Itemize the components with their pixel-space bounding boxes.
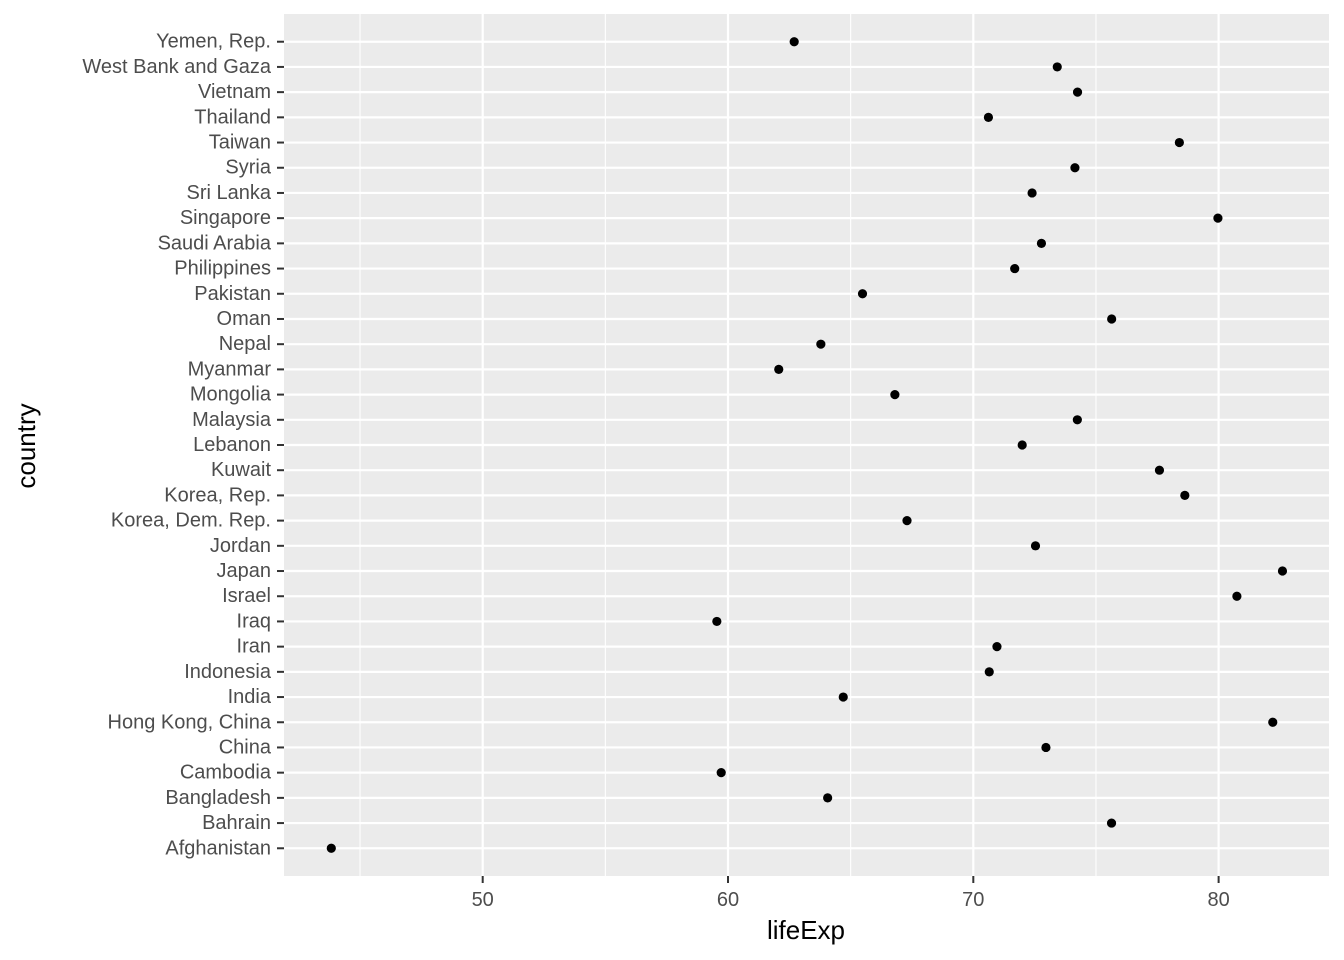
y-tick-label: Syria [225,157,271,179]
data-point [1154,465,1165,475]
y-tick-label: Taiwan [209,132,271,154]
y-tick-label: Jordan [210,535,271,557]
data-point [1010,263,1020,274]
x-axis-title: lifeExp [767,915,845,945]
data-point [1232,591,1242,601]
data-point [1106,818,1117,828]
data-point [774,364,784,374]
x-tick-label: 70 [962,889,984,911]
data-point [838,692,848,702]
y-tick-label: Iraq [237,610,271,632]
x-tick-label: 50 [472,889,494,911]
data-point [816,339,826,349]
y-axis: Afghanistan Bahrain Bangladesh Cambodia Chin… [82,31,284,859]
x-tick-label: 60 [717,889,739,911]
y-tick-label: India [228,686,272,708]
data-point [1027,188,1037,198]
data-point [823,793,833,803]
y-tick-label: Yemen, Rep. [156,31,271,53]
y-tick-label: Philippines [174,258,271,280]
y-tick-label: Hong Kong, China [108,711,272,733]
data-point [1036,238,1047,248]
data-point [326,843,336,853]
data-point [1213,213,1223,223]
data-point [1072,87,1083,97]
y-tick-label: China [219,736,272,758]
y-tick-label: Mongolia [190,384,272,406]
y-tick-label: Korea, Dem. Rep. [111,510,271,532]
data-point [890,389,900,400]
data-point [902,516,912,526]
y-tick-label: Thailand [194,106,271,128]
data-point [1277,566,1288,576]
x-axis: 50 60 70 80 [472,876,1230,911]
y-tick-label: Bahrain [202,812,271,834]
data-point [1070,163,1080,173]
y-tick-label: Malaysia [192,409,272,431]
data-point [1041,742,1051,753]
y-tick-label: Kuwait [211,459,271,481]
y-tick-label: Nepal [219,333,271,355]
y-tick-label: Cambodia [180,762,272,784]
data-point [716,768,726,778]
y-tick-label: West Bank and Gaza [82,56,272,78]
y-tick-label: Iran [237,636,271,658]
y-tick-label: Vietnam [198,81,271,103]
y-tick-label: Saudi Arabia [158,232,272,254]
y-tick-label: Korea, Rep. [164,484,271,506]
y-tick-label: Singapore [180,207,271,229]
data-point [789,37,799,47]
data-point [1180,490,1190,501]
data-point [992,642,1002,652]
data-point [1107,314,1117,324]
data-point [1072,415,1082,425]
y-tick-label: Afghanistan [165,837,271,859]
y-tick-label: Indonesia [184,661,272,683]
data-point [984,667,994,677]
y-axis-title: country [11,403,41,488]
data-point [983,112,994,122]
data-point [1174,137,1184,148]
data-point [1030,541,1041,551]
y-tick-label: Israel [222,585,271,607]
grid-lines [284,14,1329,876]
data-point [1017,440,1027,450]
y-tick-label: Pakistan [194,283,271,305]
y-tick-label: Bangladesh [165,787,271,809]
data-point [1268,717,1278,727]
y-tick-label: Oman [217,308,271,330]
data-point [712,616,722,627]
y-tick-label: Sri Lanka [187,182,272,204]
data-point [1052,62,1062,72]
y-tick-label: Myanmar [188,358,272,380]
x-tick-label: 80 [1207,889,1229,911]
data-points [326,37,1288,853]
y-tick-label: Lebanon [193,434,271,456]
y-tick-label: Japan [217,560,272,582]
data-point [857,289,868,299]
